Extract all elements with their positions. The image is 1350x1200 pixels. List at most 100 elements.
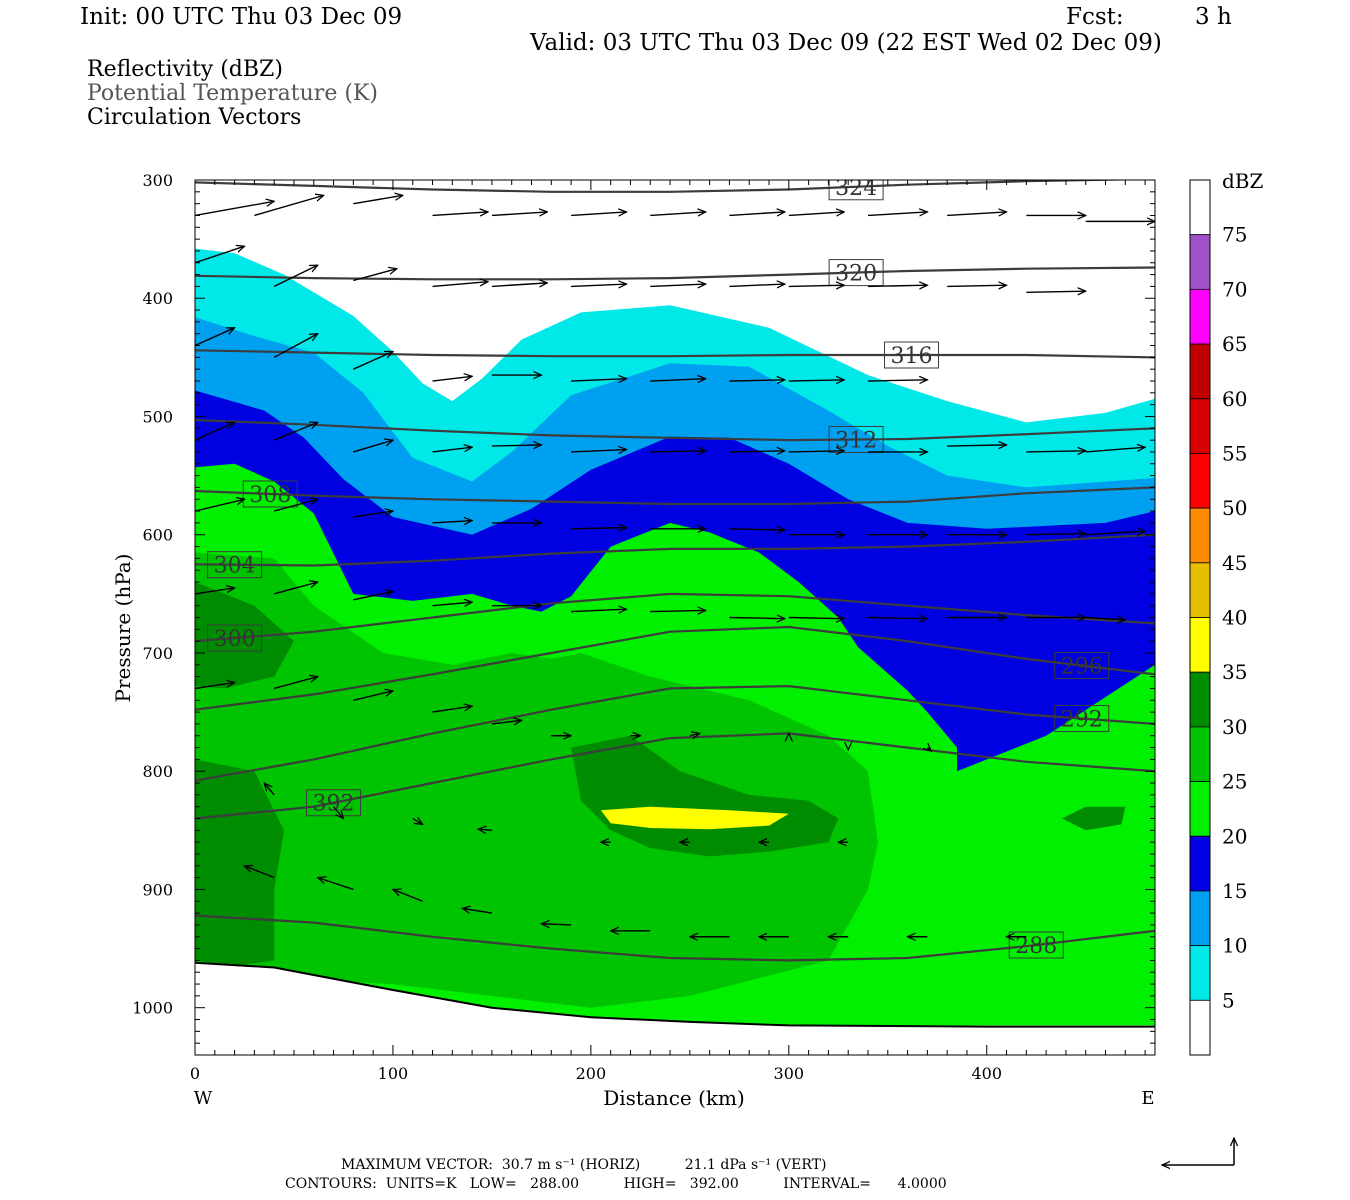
x-axis-title: Distance (km) [603,1086,745,1110]
x-tick-label: 100 [378,1064,409,1083]
reflectivity-region-8 [600,806,789,830]
circulation-vector [432,706,473,713]
valid-time: Valid: 03 UTC Thu 03 Dec 09 (22 EST Wed … [530,30,1162,56]
circulation-vector [244,866,275,879]
x-tick-label: 400 [971,1064,1002,1083]
circulation-vector [353,591,393,601]
circulation-vector [867,285,927,286]
x-axis-east-label: E [1141,1088,1154,1109]
circulation-vector [353,440,393,453]
colorbar-swatch-c55 [1189,398,1211,454]
circulation-vector [393,889,423,902]
isentrope-layer: 328 324 320 316 312 308 304 300 296 292 392 288 [195,80,1155,962]
x-tick-label: 300 [774,1064,805,1083]
circulation-vector [867,212,927,216]
legend-potential-temperature: Potential Temperature (K) [87,81,378,106]
circulation-vector [273,499,318,512]
circulation-vector [788,212,844,216]
terrain-line [195,961,1155,1028]
colorbar-frame [1189,179,1211,1056]
colorbar-label: 30 [1222,715,1247,739]
circulation-vector [689,733,700,735]
circulation-vector [650,212,705,216]
circulation-vector [333,806,344,819]
isentrope-324 [195,180,1150,193]
circulation-vector [788,451,844,452]
circulation-vector [491,283,547,287]
circulation-vector [432,521,473,523]
reference-vector-icon [1162,1138,1234,1165]
circulation-vector [571,609,626,611]
colorbar-label: 75 [1222,223,1247,247]
colorbar-swatch-c5 [1189,945,1211,1001]
reflectivity-region-5 [195,582,294,689]
y-tick-label: 500 [142,407,173,426]
circulation-vector [650,610,705,611]
colorbar-label: 35 [1222,660,1247,684]
circulation-vector [1026,291,1085,292]
isentrope-label-324: 324 [835,176,877,201]
colorbar-label: 70 [1222,277,1247,301]
forecast-hours: 3 h [1195,4,1232,30]
circulation-vector [264,783,275,796]
circulation-vector [491,212,547,216]
circulation-vector [432,447,473,453]
isentrope-316 [195,349,1155,359]
colorbar-swatch-c70 [1189,234,1211,290]
circulation-vector [432,602,473,606]
circulation-vector [353,691,393,701]
circulation-vector [729,451,784,452]
circulation-vector [729,529,784,530]
circulation-vector [1085,447,1145,453]
circulation-vector [462,908,493,914]
isentrope-328 [195,80,1155,110]
isentrope-label-box-308 [242,480,298,508]
isentrope-292 [195,684,1155,782]
circulation-vector [571,450,626,452]
isentrope-308 [195,486,1155,506]
circulation-vector [1085,618,1126,620]
circulation-vector [947,212,1006,216]
colorbar-label: 25 [1222,770,1247,794]
colorbar: dBZ 75 70 65 60 55 50 45 40 35 30 25 20 15 10 5 [1189,169,1264,1056]
colorbar-label: 20 [1222,824,1247,848]
isentrope-label-316: 316 [891,344,933,369]
circulation-vector [412,819,423,825]
isentrope-label-308: 308 [249,483,291,508]
isentrope-300 [195,592,1155,643]
circulation-vector [273,334,318,358]
colorbar-swatch-c35 [1189,617,1211,673]
isentrope-label-box-300 [207,624,263,652]
circulation-vector [353,195,402,205]
max-vector-note: MAXIMUM VECTOR: 30.7 m s⁻¹ (HORIZ) 21.1 … [341,1157,827,1173]
circulation-vector [867,380,927,381]
isentrope-label-296: 296 [1061,655,1103,680]
colorbar-swatch-c25 [1189,726,1211,782]
colorbar-label: 10 [1222,934,1247,958]
x-tick-label: 200 [576,1064,607,1083]
isentrope-320 [195,266,1155,281]
x-tick-label: 0 [190,1064,200,1083]
colorbar-swatch-c10 [1189,890,1211,947]
circulation-vector [571,528,626,529]
isentrope-label-box-316 [884,341,940,369]
x-axis-west-label: W [194,1088,213,1109]
y-tick-label: 800 [142,762,173,781]
y-tick-label: 700 [142,644,173,663]
circulation-vector [947,285,1006,286]
isentrope-label-288: 288 [1015,934,1057,959]
circulation-vector [729,380,784,381]
circulation-vector [432,376,473,382]
circulation-vector [650,379,705,381]
init-time: Init: 00 UTC Thu 03 Dec 09 [80,4,403,30]
circulation-vector [947,445,1006,446]
isentrope-label-292: 292 [1061,708,1103,733]
isentrope-label-box-304 [207,551,263,579]
circulation-vector [491,445,541,446]
colorbar-label: 60 [1222,387,1247,411]
circulation-vector [195,246,244,264]
colorbar-swatch-c45 [1189,507,1211,564]
vector-layer [195,195,1155,936]
colorbar-swatch-c75 [1189,179,1211,236]
colorbar-label: 45 [1222,551,1247,575]
